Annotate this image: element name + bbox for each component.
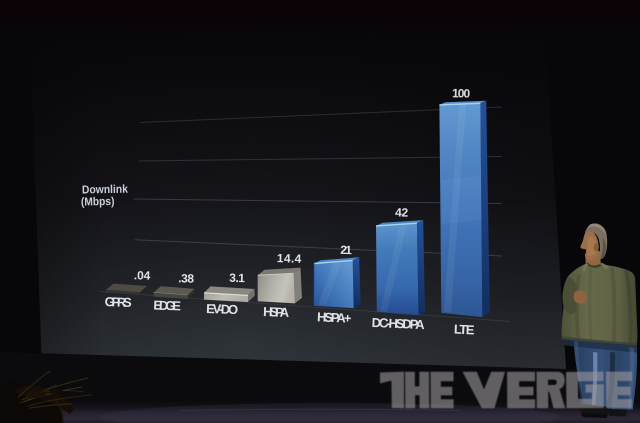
- svg-text:DC-HSDPA: DC-HSDPA: [371, 315, 425, 332]
- svg-text:3.1: 3.1: [229, 271, 245, 285]
- svg-text:GPRS: GPRS: [104, 294, 132, 310]
- svg-text:21: 21: [340, 243, 352, 257]
- svg-text:HSPA: HSPA: [263, 304, 290, 320]
- svg-text:EV-DO: EV-DO: [206, 301, 239, 317]
- svg-text:(Mbps): (Mbps): [81, 196, 115, 209]
- svg-text:100: 100: [452, 86, 471, 100]
- svg-text:14.4: 14.4: [277, 251, 302, 266]
- svg-text:.38: .38: [178, 271, 194, 285]
- svg-text:EDGE: EDGE: [153, 298, 181, 314]
- svg-text:Downlink: Downlink: [82, 184, 129, 197]
- svg-text:HSPA+: HSPA+: [317, 309, 352, 326]
- svg-text:LTE: LTE: [454, 322, 475, 338]
- svg-text:42: 42: [395, 205, 409, 219]
- svg-text:.04: .04: [134, 268, 151, 282]
